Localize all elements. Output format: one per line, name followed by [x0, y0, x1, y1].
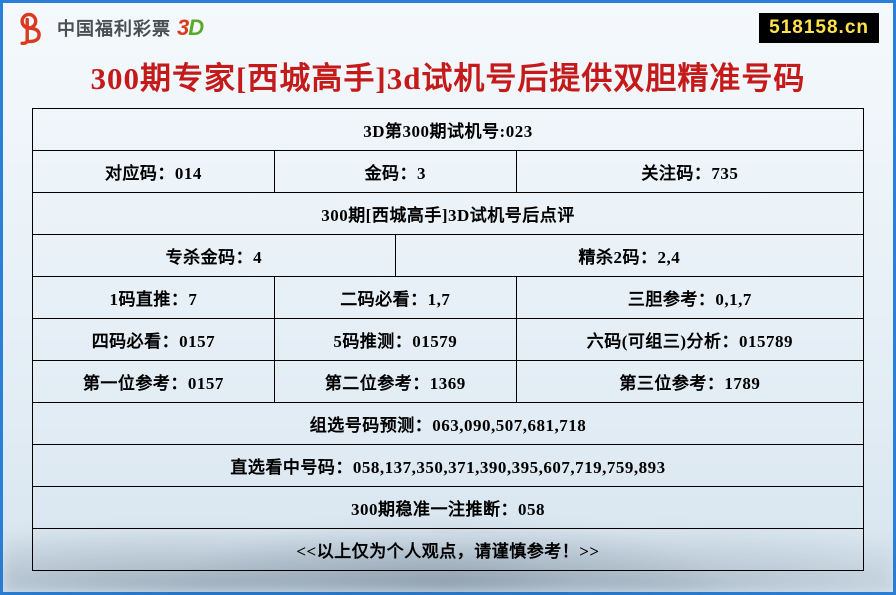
- cell-pos1: 第一位参考：0157: [33, 361, 275, 403]
- row-group-predict: 组选号码预测：063,090,507,681,718: [33, 403, 864, 445]
- cell-kill-gold: 专杀金码：4: [33, 235, 396, 277]
- cell-gold-code: 金码：3: [274, 151, 516, 193]
- cell-kill-two: 精杀2码：2,4: [395, 235, 863, 277]
- cell-correspond-code: 对应码：014: [33, 151, 275, 193]
- logo: 中国福利彩票 3D: [17, 11, 203, 45]
- cell-pos2: 第二位参考：1369: [274, 361, 516, 403]
- cell-four-code: 四码必看：0157: [33, 319, 275, 361]
- cell-pos3: 第三位参考：1789: [516, 361, 863, 403]
- header: 中国福利彩票 3D 518158.cn: [3, 3, 893, 47]
- row-direct-select: 直选看中号码：058,137,350,371,390,395,607,719,7…: [33, 445, 864, 487]
- page-title: 300期专家[西城高手]3d试机号后提供双胆精准号码: [3, 53, 893, 98]
- cell-one-code: 1码直推：7: [33, 277, 275, 319]
- brand-3: 3: [177, 15, 188, 40]
- row-disclaimer: <<以上仅为个人观点，请谨慎参考！>>: [33, 529, 864, 571]
- row-trial-number: 3D第300期试机号:023: [33, 109, 864, 151]
- prediction-table: 3D第300期试机号:023 对应码：014 金码：3 关注码：735 300期…: [32, 108, 864, 571]
- brand-3d: 3D: [177, 15, 203, 41]
- cell-three-code: 三胆参考：0,1,7: [516, 277, 863, 319]
- row-stable-bet: 300期稳准一注推断：058: [33, 487, 864, 529]
- cell-five-code: 5码推测：01579: [274, 319, 516, 361]
- brand-text: 中国福利彩票: [57, 15, 171, 41]
- cell-six-code: 六码(可组三)分析：015789: [516, 319, 863, 361]
- site-badge: 518158.cn: [759, 13, 879, 43]
- lottery-logo-icon: [17, 11, 51, 45]
- row-review-heading: 300期[西城高手]3D试机号后点评: [33, 193, 864, 235]
- brand-d: D: [188, 15, 203, 40]
- cell-two-code: 二码必看：1,7: [274, 277, 516, 319]
- cell-focus-code: 关注码：735: [516, 151, 863, 193]
